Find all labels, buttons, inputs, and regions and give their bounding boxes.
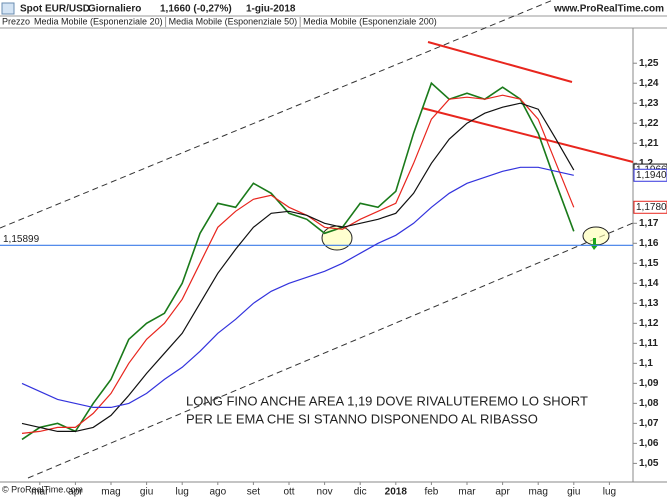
y-tick-label: 1,06 — [639, 438, 659, 449]
series-line — [21, 81, 575, 441]
y-tick-label: 1,13 — [639, 298, 659, 309]
x-tick-label: dic — [354, 487, 367, 498]
x-tick-label: giu — [140, 487, 153, 498]
y-tick-label: 1,09 — [639, 378, 659, 389]
annotation: LONG FINO ANCHE AREA 1,19 DOVE RIVALUTER… — [186, 393, 588, 408]
channel-line — [0, 0, 555, 229]
x-tick-label: set — [247, 487, 261, 498]
y-tick-label: 1,16 — [639, 238, 659, 249]
y-tick-label: 1,05 — [639, 458, 659, 469]
legend-label: Media Mobile (Esponenziale 50) — [169, 16, 298, 26]
x-tick-label: ago — [209, 487, 226, 498]
series-line — [21, 94, 575, 434]
value-box — [633, 168, 667, 182]
y-tick-label: 1,2 — [639, 158, 653, 169]
y-tick-label: 1,1 — [639, 358, 653, 369]
y-tick-label: 1,08 — [639, 398, 659, 409]
arrow — [590, 238, 599, 250]
y-tick-label: 1,15 — [639, 258, 659, 269]
x-tick-label: mar — [458, 487, 476, 498]
x-tick-label: nov — [317, 487, 333, 498]
annotation: PER LE EMA CHE SI STANNO DISPONENDO AL R… — [186, 411, 538, 426]
x-tick-label: apr — [495, 487, 510, 498]
series-line — [21, 102, 575, 432]
last-quote: 1,1660 (-0,27%) — [160, 4, 232, 15]
x-tick-label: giu — [567, 487, 580, 498]
x-tick-label: apr — [68, 487, 83, 498]
trend-line — [427, 41, 573, 83]
y-tick-label: 1,24 — [639, 78, 659, 89]
x-tick-label: 2018 — [385, 487, 408, 498]
chart-icon — [1, 2, 15, 15]
chart-title: Spot EUR/USD — [20, 4, 90, 15]
y-tick-label: 1,14 — [639, 278, 659, 289]
y-tick-label: 1,25 — [639, 58, 659, 69]
y-tick-label: 1,11 — [639, 338, 658, 349]
x-tick-label: ott — [283, 487, 294, 498]
value-label: 1,1940 — [636, 170, 667, 181]
x-tick-label: mag — [528, 487, 547, 498]
x-tick-label: feb — [424, 487, 438, 498]
source: www.ProRealTime.com — [553, 4, 664, 15]
y-tick-label: 1,17 — [639, 218, 659, 229]
y-tick-label: 1,21 — [639, 138, 659, 149]
y-tick-label: 1,12 — [639, 318, 659, 329]
footer: © ProRealTime.com — [2, 484, 83, 494]
value-box — [633, 200, 667, 214]
legend-label: Media Mobile (Esponenziale 200) — [303, 16, 437, 26]
x-tick-label: mag — [101, 487, 120, 498]
series-line — [21, 166, 574, 408]
value-label: 1,1780 — [636, 202, 667, 213]
y-tick-label: 1,23 — [639, 98, 659, 109]
date: 1-giu-2018 — [246, 4, 296, 15]
y-tick-label: 1,22 — [639, 118, 659, 129]
level-label: 1,15899 — [3, 234, 40, 245]
x-tick-label: mar — [31, 487, 49, 498]
trend-line — [421, 107, 634, 163]
legend-label: Media Mobile (Esponenziale 20) — [34, 16, 163, 26]
x-tick-label: lug — [603, 487, 616, 498]
period: Giornaliero — [88, 4, 141, 15]
y-tick-label: 1,07 — [639, 418, 659, 429]
legend-label: Prezzo — [2, 16, 30, 26]
x-tick-label: lug — [176, 487, 189, 498]
